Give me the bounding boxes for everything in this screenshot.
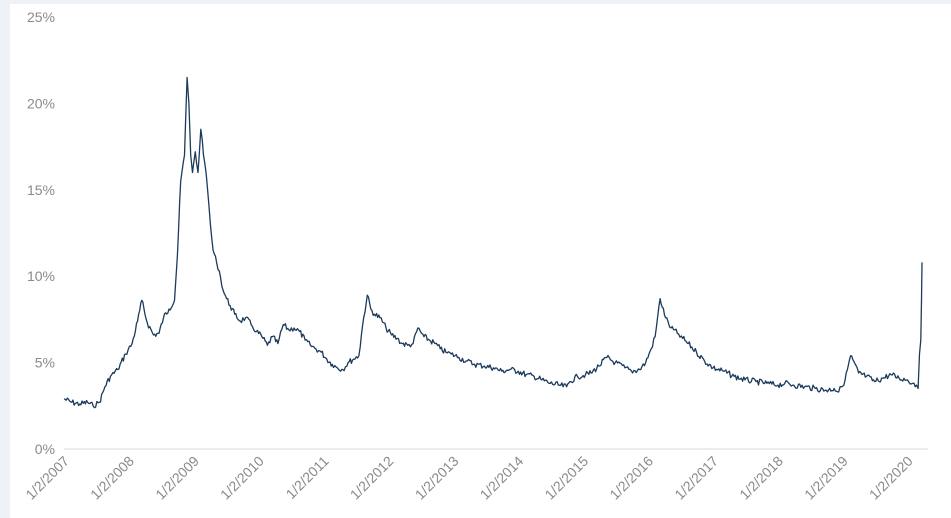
y-tick-label: 25%	[27, 9, 55, 25]
y-tick-label: 20%	[27, 95, 55, 111]
x-tick-label: 1/2/2012	[347, 453, 397, 503]
x-tick-label: 1/2/2016	[606, 453, 656, 503]
y-tick-label: 15%	[27, 182, 55, 198]
plot-background	[10, 4, 951, 518]
x-tick-label: 1/2/2008	[87, 453, 137, 503]
x-tick-label: 1/2/2018	[736, 453, 786, 503]
y-tick-label: 0%	[35, 441, 55, 457]
x-tick-label: 1/2/2010	[217, 453, 267, 503]
y-tick-label: 5%	[35, 355, 55, 371]
series-line	[63, 76, 923, 409]
x-tick-label: 1/2/2019	[801, 453, 851, 503]
x-tick-label: 1/2/2013	[412, 453, 462, 503]
y-axis-ticks: 0% 5% 10% 15% 20% 25%	[27, 9, 55, 457]
x-tick-label: 1/2/2015	[541, 453, 591, 503]
x-tick-label: 1/2/2017	[671, 453, 721, 503]
x-tick-label: 1/2/2009	[152, 453, 202, 503]
x-axis-ticks: 1/2/2007 1/2/2008 1/2/2009 1/2/2010 1/2/2011…	[22, 453, 916, 503]
x-tick-label: 1/2/2014	[477, 453, 527, 503]
x-tick-label: 1/2/2020	[866, 453, 916, 503]
x-tick-label: 1/2/2011	[283, 453, 332, 502]
y-tick-label: 10%	[27, 268, 55, 284]
x-tick-label: 1/2/2007	[22, 453, 72, 503]
